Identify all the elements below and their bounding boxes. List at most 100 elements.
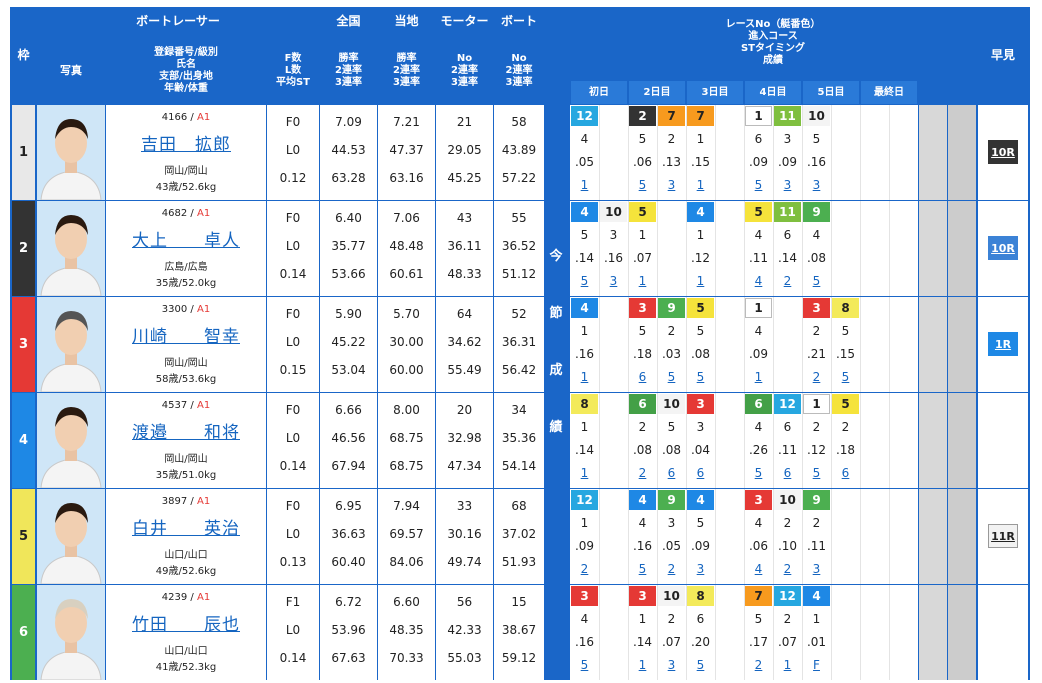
result-link[interactable]: 5 [754,466,763,480]
sub-header-line: 3連率 [451,76,478,88]
course-value: 1 [696,132,705,146]
result-link[interactable] [715,655,744,675]
result-link[interactable] [889,655,918,675]
result-link[interactable]: 1 [754,370,763,384]
racer-name-link[interactable]: 吉田 拡郎 [141,134,231,155]
result-link[interactable] [889,271,918,291]
boat-value: 54.14 [501,459,537,473]
result-link[interactable]: 6 [841,466,850,480]
result-link[interactable] [715,367,744,387]
result-link[interactable]: 5 [812,466,821,480]
racer-name-link[interactable]: 川崎 智幸 [132,326,240,347]
result-link[interactable] [889,367,918,387]
result-link[interactable]: 5 [696,658,705,672]
result-link[interactable] [831,655,860,675]
result-link[interactable]: 3 [696,562,705,576]
result-link[interactable] [889,463,918,483]
result-link[interactable]: 6 [783,466,792,480]
racer-name-link[interactable]: 竹田 辰也 [132,614,240,635]
course-value: 2 [812,324,821,338]
fls-value: F1 [285,595,301,609]
result-link[interactable] [599,463,628,483]
result-link[interactable] [599,175,628,195]
touchi-value: 8.00 [393,403,420,417]
result-link[interactable]: 1 [696,178,705,192]
result-link[interactable]: 5 [638,178,647,192]
result-link[interactable]: 2 [783,274,792,288]
result-link[interactable] [860,271,889,291]
result-link[interactable]: 4 [754,274,763,288]
result-link[interactable] [860,655,889,675]
result-link[interactable] [715,463,744,483]
reg-class: 3300 / A1 [106,301,266,317]
result-link[interactable]: 3 [667,658,676,672]
racer-name-link[interactable]: 大上 卓人 [132,230,240,251]
result-link[interactable] [599,559,628,579]
result-link[interactable]: 1 [783,658,792,672]
result-link[interactable] [657,271,686,291]
result-link[interactable] [715,175,744,195]
result-link[interactable] [715,559,744,579]
result-link[interactable] [599,655,628,675]
result-link[interactable]: 2 [812,370,821,384]
result-link[interactable]: 2 [580,562,589,576]
motor-value: 43 [456,211,473,225]
result-link[interactable] [773,367,802,387]
result-link[interactable]: 2 [667,562,676,576]
result-link[interactable]: F [813,658,820,672]
result-link[interactable] [860,175,889,195]
result-link[interactable]: 3 [812,178,821,192]
result-link[interactable]: 5 [754,178,763,192]
result-link[interactable]: 3 [667,178,676,192]
result-link[interactable]: 4 [754,562,763,576]
boat-value: 38.67 [501,623,537,637]
result-link[interactable]: 1 [638,274,647,288]
result-link[interactable] [889,559,918,579]
result-link[interactable]: 6 [696,466,705,480]
result-link[interactable]: 3 [812,562,821,576]
result-link[interactable]: 2 [754,658,763,672]
result-link[interactable]: 1 [580,370,589,384]
result-link[interactable]: 5 [580,658,589,672]
result-link[interactable]: 5 [841,370,850,384]
course-value [889,609,918,629]
hayami-button[interactable]: 11R [988,524,1018,548]
hayami-button[interactable]: 10R [988,140,1018,164]
result-link[interactable]: 5 [696,370,705,384]
result-link[interactable]: 2 [638,466,647,480]
st-value: .06 [632,155,653,169]
result-link[interactable]: 1 [696,274,705,288]
result-link[interactable]: 6 [667,466,676,480]
result-link[interactable] [860,367,889,387]
result-link[interactable]: 6 [638,370,647,384]
result-link[interactable] [831,559,860,579]
result-link[interactable] [889,175,918,195]
course-value [860,609,889,629]
racer-name-link[interactable]: 白井 英治 [132,518,240,539]
result-link[interactable] [831,271,860,291]
result-link[interactable] [599,367,628,387]
hayami-button[interactable]: 10R [988,236,1018,260]
result-link[interactable] [715,271,744,291]
course-value: 5 [754,612,763,626]
racer-name-link[interactable]: 渡邉 和将 [132,422,240,443]
result-link[interactable] [860,463,889,483]
result-link[interactable]: 5 [580,274,589,288]
result-link[interactable] [860,559,889,579]
result-link[interactable]: 5 [812,274,821,288]
result-link[interactable]: 3 [609,274,618,288]
race-no-badge: 3 [745,490,772,510]
race-no-badge: 1 [745,106,772,126]
result-link[interactable]: 3 [783,178,792,192]
fls-value: 0.12 [279,171,307,185]
result-link[interactable] [831,175,860,195]
result-link[interactable]: 1 [638,658,647,672]
reg-class: 4682 / A1 [106,205,266,221]
result-link[interactable]: 5 [638,562,647,576]
result-link[interactable]: 5 [667,370,676,384]
result-link[interactable]: 1 [580,466,589,480]
race-no-badge: 9 [803,202,830,222]
hayami-button[interactable]: 1R [988,332,1018,356]
result-link[interactable]: 2 [783,562,792,576]
result-link[interactable]: 1 [580,178,589,192]
